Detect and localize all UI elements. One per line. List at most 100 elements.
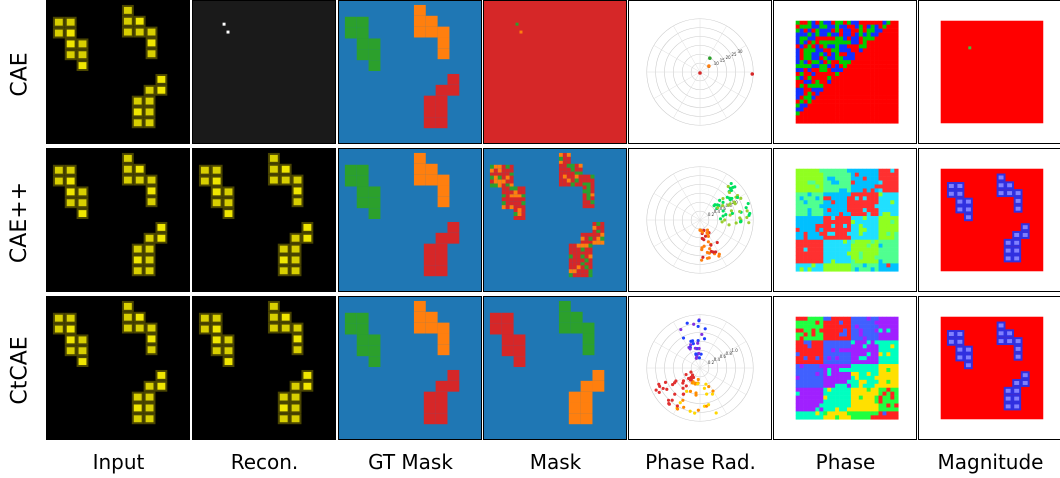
object-block [513,334,526,346]
phase-pixel [858,375,864,381]
phase-pixel [862,251,867,256]
phase-pixel [843,320,848,325]
mask-pixel [509,194,514,199]
phase-pixel [807,403,812,408]
phase-pixel [862,383,867,389]
polar-point [704,382,708,386]
polar-point [750,72,755,76]
phase-pixel [803,24,808,29]
phase-pixel [858,119,864,124]
phase-pixel [807,336,812,341]
phase-pixel [846,247,852,252]
phase-pixel [874,119,879,124]
phase-pixel [850,407,856,412]
phase-pixel [882,56,887,61]
phase-pixel [894,192,899,197]
phase-pixel [874,192,879,197]
shape-block-core [157,75,166,83]
phase-pixel [839,103,844,108]
phase-pixel [874,223,879,229]
phase-pixel [819,316,824,321]
phase-pixel [815,24,820,29]
object-block [356,323,369,335]
phase-pixel [846,56,852,61]
phase-pixel [878,371,883,377]
phase-pixel [827,87,832,93]
panel-image [193,297,335,439]
object-block [435,413,448,425]
phase-pixel [854,316,860,321]
phase-pixel [811,320,816,325]
phase-pixel [886,99,891,104]
phase-pixel [866,99,871,104]
phase-pixel [823,83,828,89]
polar-point [744,206,748,210]
mask-pixel [588,254,593,259]
phase-pixel [835,324,840,329]
mask-pixel [497,172,502,177]
phase-pixel [846,60,852,65]
phase-pixel [894,103,899,108]
phase-pixel [882,115,887,120]
phase-pixel [878,188,883,193]
phase-pixel [807,83,812,89]
polar-point [689,343,693,347]
phase-pixel [890,48,895,53]
phase-pixel [835,320,840,325]
polar-spoke [699,71,727,119]
phase-pixel [858,267,864,272]
phase-pixel [839,168,844,173]
phase-pixel [831,184,836,189]
mask-pixel [586,204,591,209]
phase-pixel [843,332,848,337]
phase-pixel [886,212,891,217]
phase-pixel [874,267,879,272]
phase-pixel [811,176,816,181]
phase-pixel [811,352,816,357]
mask-pixel [580,258,585,263]
phase-pixel [866,407,871,412]
phase-pixel [811,111,816,116]
phase-pixel [878,28,883,33]
phase-pixel [882,204,887,209]
phase-pixel [866,336,871,341]
phase-pixel [799,255,804,260]
phase-pixel [874,360,879,365]
polar-spoke [699,219,727,267]
phase-pixel [890,87,895,93]
mask-pixel [568,262,573,267]
phase-pixel [815,216,820,221]
polar-spoke [699,45,747,73]
phase-pixel [819,196,824,201]
phase-pixel [795,184,800,189]
phase-pixel [831,223,836,229]
phase-pixel [850,259,856,264]
phase-pixel [799,383,804,389]
shape-block-core [147,335,156,343]
phase-pixel [890,79,895,85]
phase-pixel [878,344,883,349]
phase-pixel [831,243,836,248]
phase-pixel [819,180,824,185]
magnitude-block-core [957,207,963,212]
phase-pixel [862,403,867,408]
phase-pixel [819,220,824,225]
phase-pixel [878,48,883,53]
phase-pixel [882,379,887,385]
phase-pixel [886,24,891,29]
phase-pixel [862,344,867,349]
phase-pixel [854,340,860,345]
object-block [423,413,436,425]
phase-pixel [862,36,867,41]
phase-pixel [850,44,856,49]
phase-pixel [878,259,883,264]
phase-pixel [846,212,852,217]
magnitude-block-core [957,332,963,336]
phase-pixel [846,368,852,373]
phase-pixel [811,403,816,408]
phase-pixel [890,115,895,120]
phase-pixel [843,91,848,96]
phase-pixel [882,52,887,57]
phase-pixel [846,320,852,325]
phase-pixel [807,119,812,124]
